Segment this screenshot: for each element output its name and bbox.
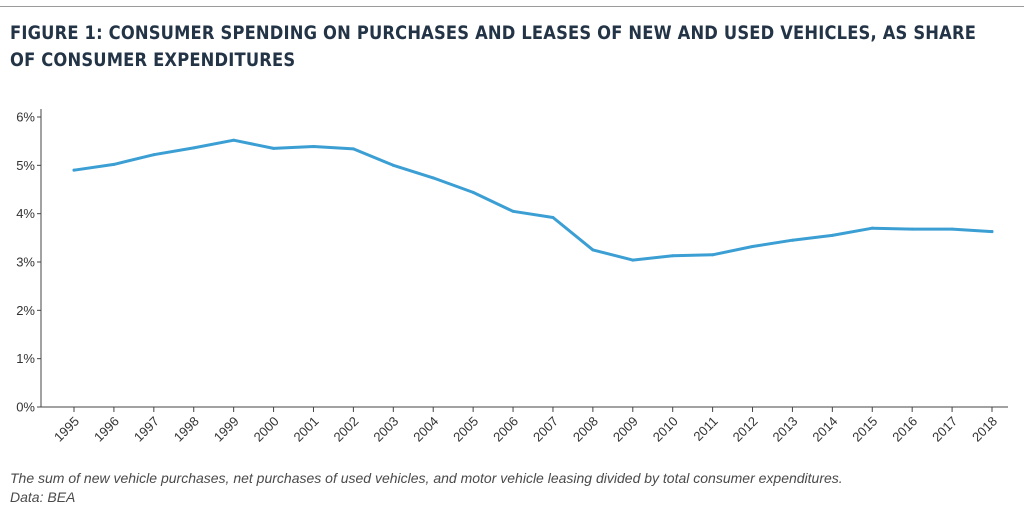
series — [72, 138, 994, 262]
y-tick-label: 1% — [16, 351, 35, 366]
x-tick-label-1998: 1998 — [171, 414, 202, 445]
x-tick-label-2014: 2014 — [809, 414, 840, 445]
data-point-2010 — [671, 254, 675, 258]
x-tick-label-1995: 1995 — [51, 414, 82, 445]
x-tick-label-2008: 2008 — [570, 414, 601, 445]
series-line — [72, 138, 994, 262]
x-tick-label-2003: 2003 — [370, 414, 401, 445]
x-tick-label-2002: 2002 — [330, 414, 361, 445]
data-point-1999 — [232, 138, 236, 142]
x-axis: 1995 1996 1997 1998 1999 2000 2001 2002 2003 2004… — [41, 406, 1008, 445]
y-tick-label: 0% — [16, 400, 35, 415]
data-point-1997 — [152, 153, 156, 157]
x-tick-label-2013: 2013 — [769, 414, 800, 445]
x-tick-label-2012: 2012 — [730, 414, 761, 445]
data-point-2013 — [790, 238, 794, 242]
data-point-2002 — [351, 147, 355, 151]
x-tick-label-2016: 2016 — [889, 414, 920, 445]
data-point-2017 — [950, 227, 954, 231]
data-point-1996 — [112, 162, 116, 166]
x-tick-label-2015: 2015 — [849, 414, 880, 445]
data-point-2011 — [711, 253, 715, 257]
x-tick-label-2017: 2017 — [929, 414, 960, 445]
x-tick-label-1997: 1997 — [131, 414, 162, 445]
x-tick-label-2007: 2007 — [530, 414, 561, 445]
data-point-2004 — [431, 176, 435, 180]
x-tick-label-2004: 2004 — [410, 414, 441, 445]
data-point-2003 — [391, 163, 395, 167]
data-point-2008 — [591, 248, 595, 252]
chart-title: FIGURE 1: CONSUMER SPENDING ON PURCHASES… — [10, 22, 977, 71]
caption-description: The sum of new vehicle purchases, net pu… — [10, 470, 843, 486]
data-point-2000 — [272, 146, 276, 150]
x-tick-label-1999: 1999 — [211, 414, 242, 445]
y-tick-label: 2% — [16, 303, 35, 318]
x-tick-label-2011: 2011 — [690, 414, 720, 444]
data-point-2018 — [990, 230, 994, 234]
x-tick-label-2018: 2018 — [969, 414, 1000, 445]
data-point-1998 — [192, 146, 196, 150]
data-point-2014 — [830, 233, 834, 237]
x-tick-label-1996: 1996 — [91, 414, 122, 445]
x-tick-label-2001: 2001 — [291, 414, 322, 445]
data-point-2015 — [870, 226, 874, 230]
data-point-2001 — [311, 144, 315, 148]
x-tick-label-2006: 2006 — [490, 414, 521, 445]
data-point-2016 — [910, 227, 914, 231]
data-point-2005 — [471, 190, 475, 194]
y-tick-label: 5% — [16, 158, 35, 173]
caption-source: Data: BEA — [10, 489, 76, 505]
y-axis: 0% 1% 2% 3% 4% 5% 6% — [16, 109, 42, 415]
drop-lines — [73, 140, 993, 407]
data-point-2007 — [551, 216, 555, 220]
y-tick-label: 6% — [16, 110, 35, 125]
data-point-1995 — [72, 168, 76, 172]
x-tick-label-2005: 2005 — [450, 414, 481, 445]
y-tick-label: 3% — [16, 255, 35, 270]
data-point-2006 — [511, 209, 515, 213]
chart-caption: The sum of new vehicle purchases, net pu… — [10, 469, 843, 507]
x-tick-label-2009: 2009 — [610, 414, 641, 445]
y-tick-label: 4% — [16, 206, 35, 221]
data-point-2009 — [631, 258, 635, 262]
data-point-2012 — [751, 245, 755, 249]
top-rule — [0, 6, 1024, 7]
x-tick-label-2010: 2010 — [650, 414, 681, 445]
x-tick-label-2000: 2000 — [251, 414, 282, 445]
